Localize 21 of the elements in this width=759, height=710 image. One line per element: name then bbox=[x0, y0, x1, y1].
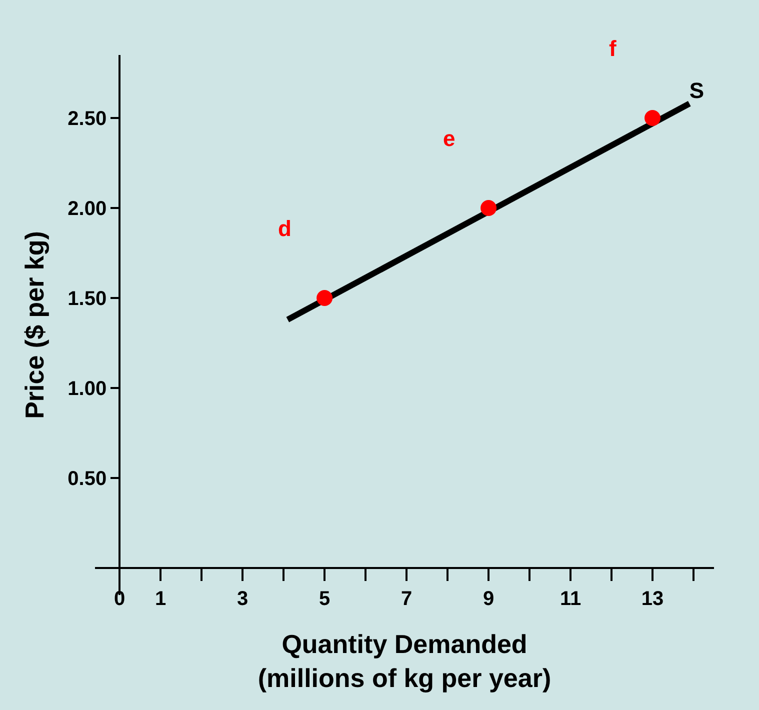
series-label: S bbox=[689, 78, 704, 104]
x-tick-label: 1 bbox=[155, 588, 166, 610]
x-tick-label: 9 bbox=[482, 588, 494, 610]
y-axis-title: Price ($ per kg) bbox=[20, 231, 50, 419]
data-label: e bbox=[443, 126, 456, 151]
data-label: d bbox=[278, 216, 292, 241]
x-axis-title: Quantity Demanded (millions of kg per year) bbox=[258, 629, 552, 693]
x-tick-label: 5 bbox=[318, 588, 330, 610]
y-tick-label: 2.00 bbox=[68, 198, 107, 220]
x-tick-label: 3 bbox=[237, 588, 248, 610]
y-tick-label: 0.50 bbox=[68, 468, 107, 490]
x-tick-label: 11 bbox=[560, 588, 582, 610]
x-tick-label: 13 bbox=[641, 588, 664, 610]
y-tick-label: 2.50 bbox=[68, 108, 107, 130]
point bbox=[644, 110, 661, 126]
x-tick-label: 7 bbox=[400, 588, 412, 610]
data-label: f bbox=[609, 36, 617, 61]
point bbox=[316, 290, 333, 306]
point bbox=[480, 200, 497, 216]
y-tick-label: 1.50 bbox=[68, 288, 107, 310]
y-tick-label: 1.00 bbox=[68, 378, 107, 400]
